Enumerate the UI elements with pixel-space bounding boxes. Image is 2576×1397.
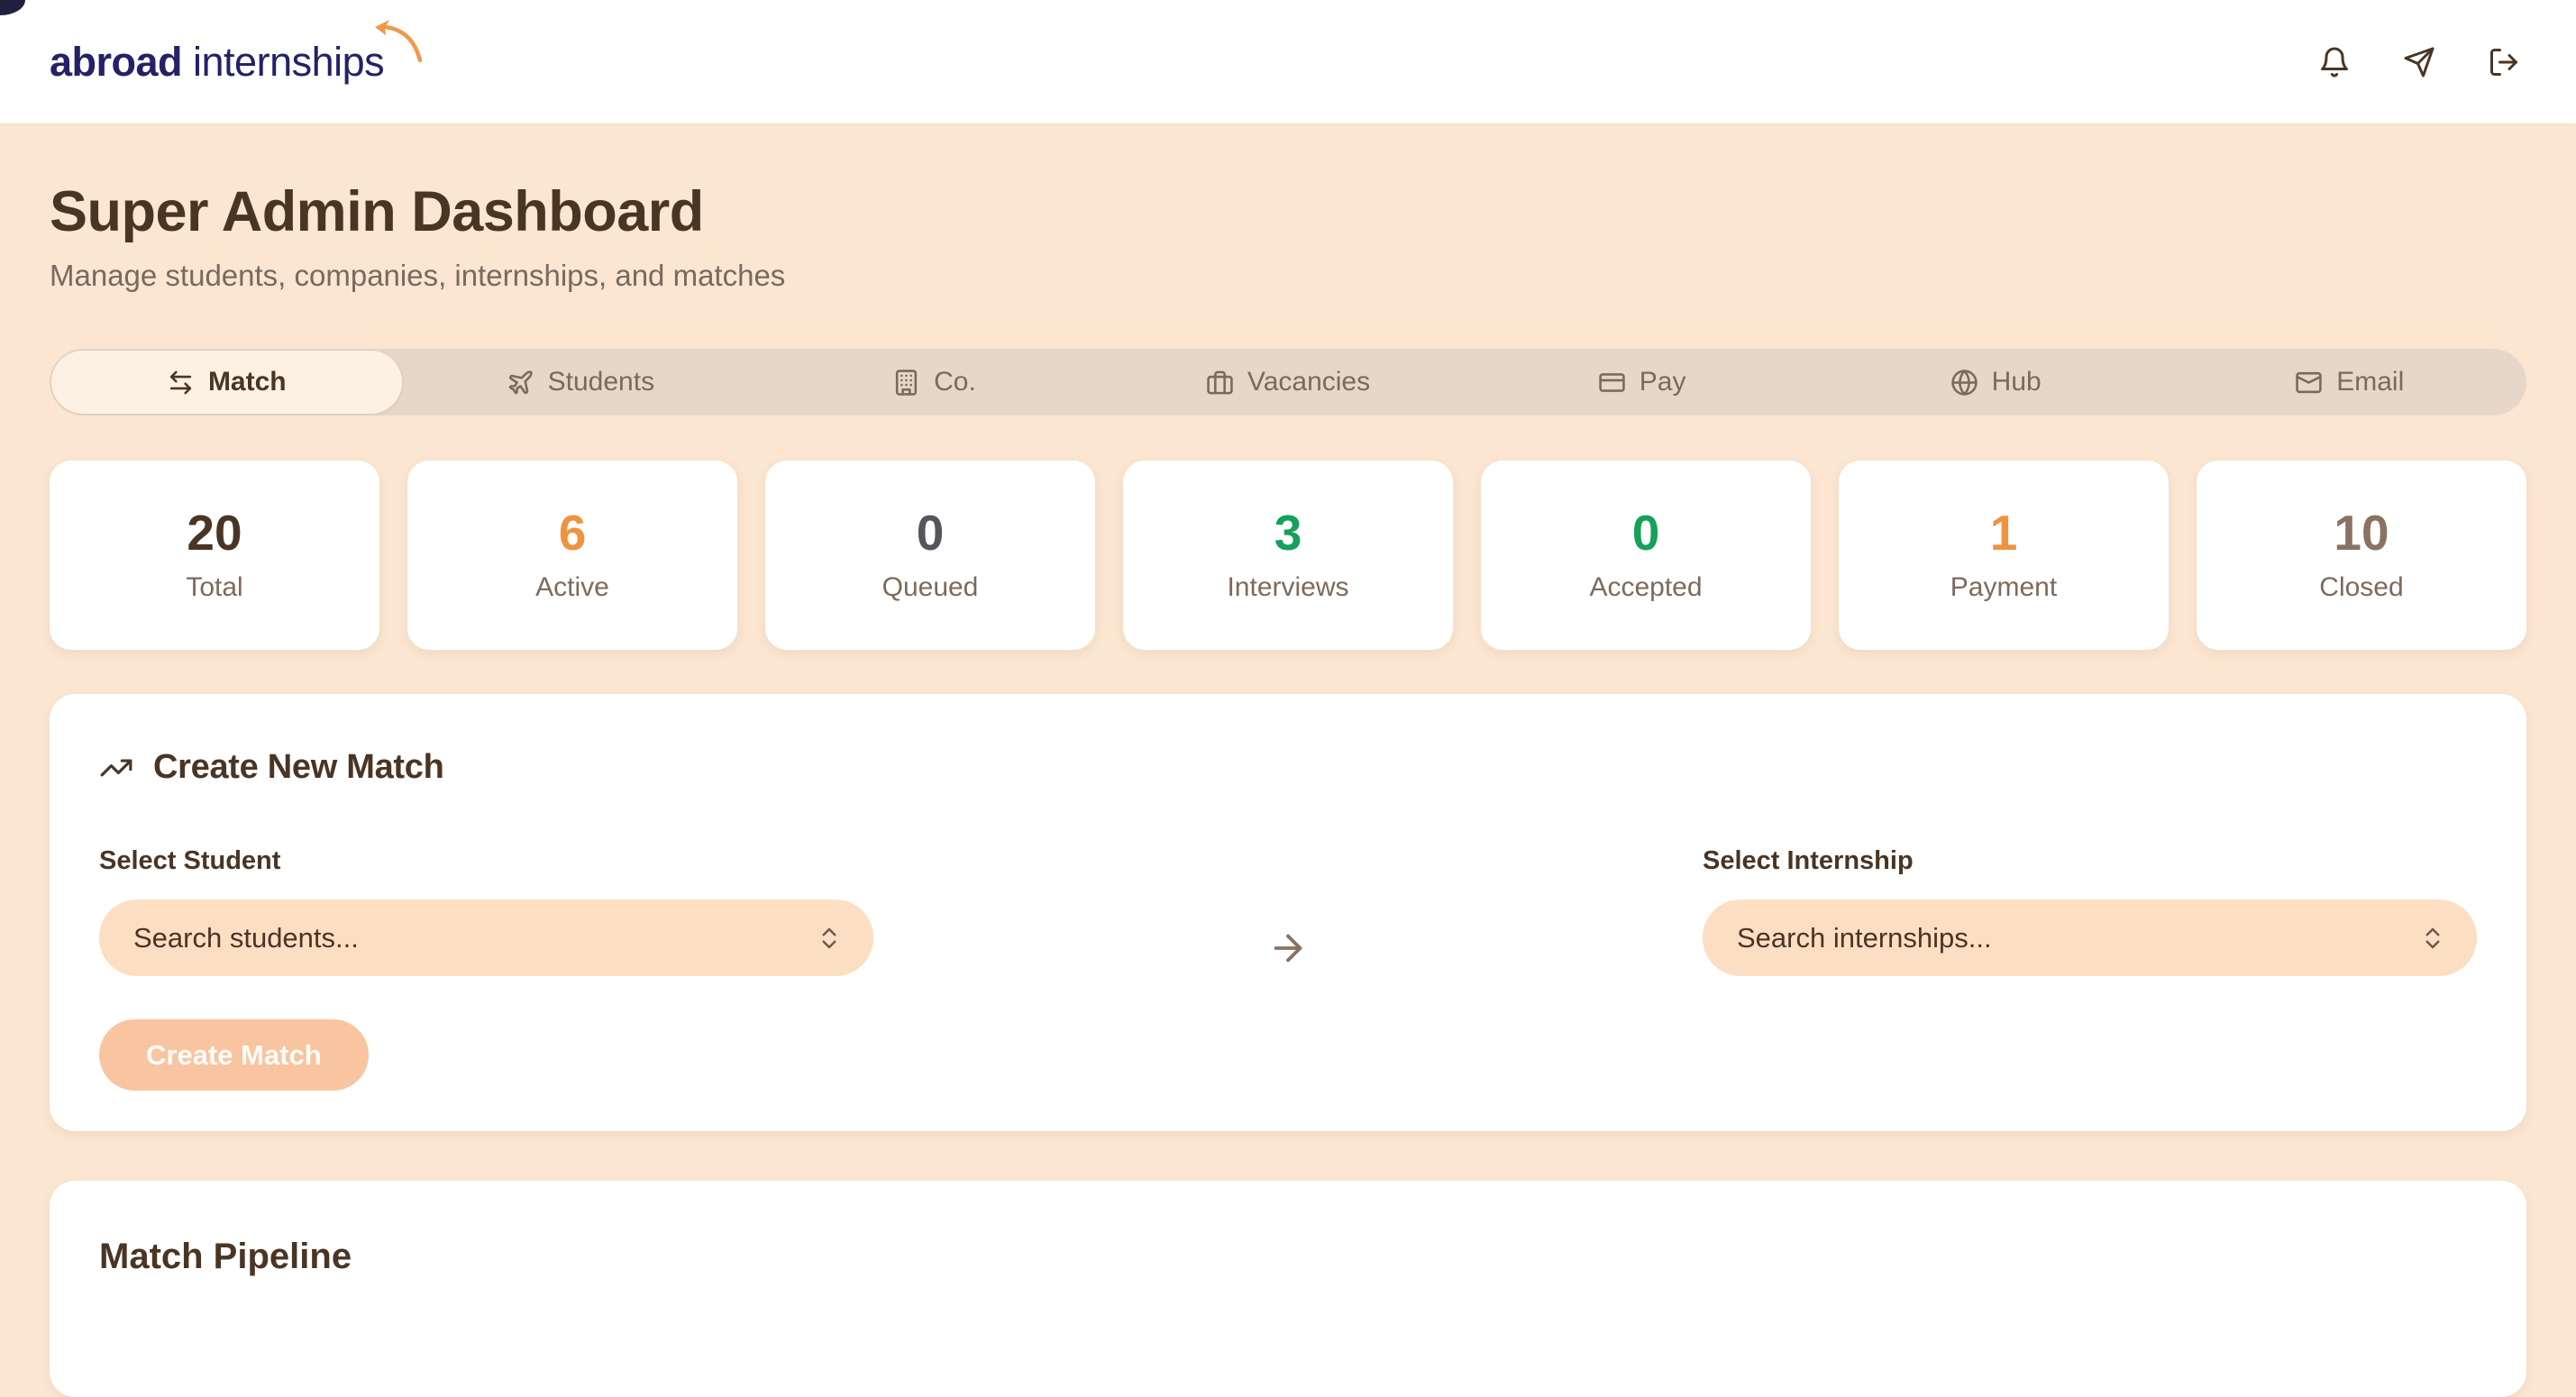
- tab-label: Students: [547, 367, 655, 397]
- stat-value: 0: [1631, 504, 1660, 561]
- plane-swoosh-icon: [375, 19, 423, 62]
- brand-name-bold: abroad: [50, 38, 183, 85]
- stat-label: Total: [186, 571, 243, 602]
- tab-label: Match: [207, 367, 287, 397]
- stat-label: Queued: [882, 571, 979, 602]
- tab-label: Co.: [934, 367, 976, 397]
- stat-card-queued: 0 Queued: [765, 461, 1095, 650]
- stat-label: Active: [535, 571, 609, 602]
- brand-name-regular: internships: [193, 38, 385, 85]
- stat-value: 20: [187, 504, 242, 561]
- top-bar: abroad internships: [0, 0, 2576, 123]
- tab-students[interactable]: Students: [406, 351, 756, 414]
- student-field: Select Student Search students... Create…: [99, 846, 873, 1091]
- student-field-label: Select Student: [99, 846, 281, 875]
- credit-card-icon: [1598, 369, 1626, 397]
- tab-label: Hub: [1991, 367, 2042, 397]
- page-subtitle: Manage students, companies, internships,…: [50, 259, 786, 292]
- bell-icon[interactable]: [2318, 46, 2351, 78]
- tab-co[interactable]: Co.: [759, 351, 1110, 414]
- match-pipeline-card: Match Pipeline: [50, 1181, 2526, 1397]
- stat-card-payment: 1 Payment: [1839, 461, 2169, 650]
- internship-field-label: Select Internship: [1703, 846, 1914, 875]
- briefcase-icon: [1206, 369, 1234, 397]
- internship-field: Select Internship Search internships...: [1703, 846, 2477, 976]
- stat-value: 3: [1274, 504, 1302, 561]
- page-title: Super Admin Dashboard: [50, 180, 704, 243]
- send-icon[interactable]: [2403, 46, 2435, 78]
- mail-icon: [2295, 369, 2323, 397]
- arrow-left-right-icon: [167, 369, 195, 397]
- topbar-actions: [2318, 46, 2520, 78]
- stat-card-active: 6 Active: [407, 461, 737, 650]
- create-match-button[interactable]: Create Match: [99, 1019, 369, 1091]
- match-pipeline-title: Match Pipeline: [99, 1237, 352, 1276]
- tab-hub[interactable]: Hub: [1821, 351, 2171, 414]
- stat-card-closed: 10 Closed: [2197, 461, 2526, 650]
- tab-label: Pay: [1639, 367, 1686, 397]
- tab-email[interactable]: Email: [2174, 351, 2525, 414]
- student-select[interactable]: Search students...: [99, 899, 873, 976]
- tab-vacancies[interactable]: Vacancies: [1113, 351, 1464, 414]
- stat-value: 10: [2334, 504, 2389, 561]
- stat-value: 0: [916, 504, 945, 561]
- main-content: Super Admin Dashboard Manage students, c…: [0, 179, 2576, 1397]
- stat-card-accepted: 0 Accepted: [1481, 461, 1811, 650]
- tab-pay[interactable]: Pay: [1466, 351, 1817, 414]
- stat-label: Accepted: [1589, 571, 1703, 602]
- internship-select[interactable]: Search internships...: [1703, 899, 2477, 976]
- match-arrow: [873, 846, 1703, 969]
- arrow-right-icon: [1274, 934, 1302, 963]
- building-icon: [892, 369, 920, 397]
- stats-row: 20 Total 6 Active 0 Queued 3 Interviews 0 Accepte…: [50, 461, 2526, 650]
- stat-value: 6: [558, 504, 587, 561]
- stat-card-interviews: 3 Interviews: [1123, 461, 1453, 650]
- trending-up-icon: [100, 759, 132, 776]
- match-form: Select Student Search students... Create…: [99, 846, 2477, 1091]
- brand-logo[interactable]: abroad internships: [50, 19, 423, 86]
- stat-label: Payment: [1950, 571, 2058, 602]
- create-match-header: Create New Match: [99, 748, 2477, 787]
- stat-label: Interviews: [1227, 571, 1349, 602]
- tab-label: Email: [2336, 367, 2405, 397]
- logout-icon[interactable]: [2488, 46, 2520, 78]
- tab-label: Vacancies: [1247, 367, 1371, 397]
- section-tabbar: Match Students Co. Vacancies Pay Hub Email: [50, 349, 2526, 415]
- globe-icon: [1950, 369, 1978, 397]
- plane-icon: [507, 369, 534, 397]
- create-match-card: Create New Match Select Student Search s…: [50, 694, 2526, 1131]
- tab-match[interactable]: Match: [51, 351, 402, 414]
- stat-label: Closed: [2319, 571, 2404, 602]
- create-match-title: Create New Match: [153, 748, 444, 786]
- stat-value: 1: [1989, 504, 2018, 561]
- stat-card-total: 20 Total: [50, 461, 379, 650]
